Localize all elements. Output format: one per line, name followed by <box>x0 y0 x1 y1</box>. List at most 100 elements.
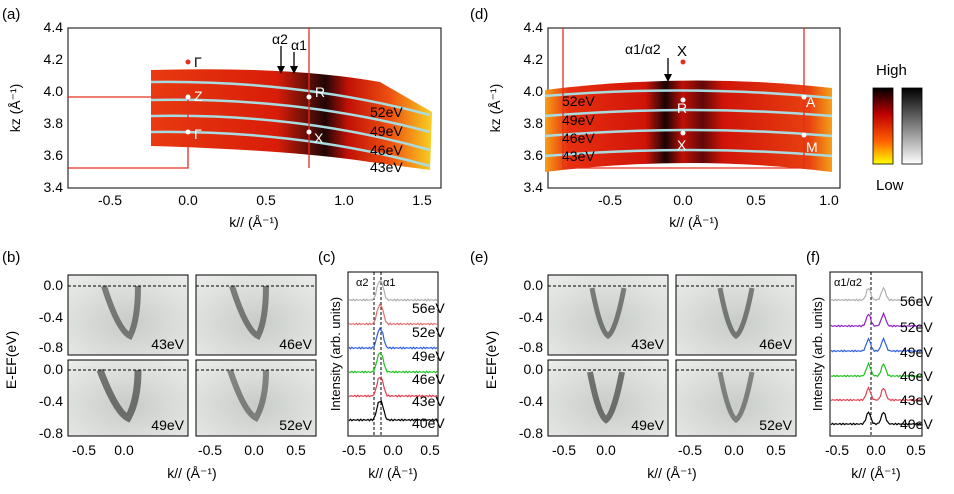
cut-line-46 <box>544 128 833 138</box>
ytick: 3.8 <box>524 115 544 131</box>
ytick: 3.6 <box>524 147 544 163</box>
ytick: 4.4 <box>44 19 64 35</box>
arpes-frame <box>195 359 317 437</box>
energy-e-46: 46eV <box>759 336 792 352</box>
arpes-frame <box>67 359 189 437</box>
label-x-top: X <box>677 43 687 60</box>
energy-f-52: 52eV <box>900 319 933 335</box>
point-r <box>306 94 312 100</box>
cut-line-49 <box>150 98 431 134</box>
mdc-curve-43eV <box>348 376 438 398</box>
panel-f-ylabel: Intensity (arb. units) <box>810 297 825 411</box>
colorbar-heat <box>872 87 894 165</box>
panel-f-label: (f) <box>806 249 820 266</box>
xtick: -0.5 <box>678 442 702 458</box>
energy-f-43: 43eV <box>900 392 933 408</box>
xtick: 0.0 <box>724 442 744 458</box>
mdc-curve-52eV <box>830 311 922 328</box>
point-z <box>185 94 191 100</box>
ytick: 0.0 <box>44 361 64 377</box>
band-dispersion <box>587 371 625 424</box>
ytick: -0.8 <box>39 339 63 355</box>
panel-f-axes <box>829 271 923 437</box>
ytick: 3.8 <box>44 115 64 131</box>
ytick: 3.4 <box>524 179 544 195</box>
xtick: 0.5 <box>286 442 306 458</box>
marker-alpha1: α1 <box>291 37 307 53</box>
arrowhead-alpha12 <box>664 74 672 82</box>
energy-a-52: 52eV <box>370 104 403 120</box>
ytick: -0.4 <box>519 393 543 409</box>
arpes-frame <box>67 274 189 356</box>
ytick: 4.0 <box>524 83 544 99</box>
band-dispersion <box>227 369 269 422</box>
energy-d-52: 52eV <box>562 93 595 109</box>
ytick: 4.4 <box>524 19 544 35</box>
arpes-frame <box>675 274 797 356</box>
xtick: 1.0 <box>334 192 354 208</box>
energy-f-46: 46eV <box>900 368 933 384</box>
energy-d-46: 46eV <box>562 130 595 146</box>
xtick: -0.5 <box>825 442 849 458</box>
xtick: 0.0 <box>244 442 264 458</box>
arpes-52: 52eV <box>195 359 317 437</box>
energy-e-49: 49eV <box>631 417 664 433</box>
xtick: 1.5 <box>412 192 432 208</box>
arpes-43: 43eV <box>67 274 189 356</box>
energy-f-40: 40eV <box>900 416 933 432</box>
colorbar-legend: High Low <box>872 62 923 194</box>
panel-d-label: (d) <box>470 6 488 23</box>
ytick: 4.2 <box>44 51 64 67</box>
xtick: -0.5 <box>72 442 96 458</box>
marker-alpha2: α2 <box>272 31 288 47</box>
panel-c: (c) α2 α1 56eV 52eV 49eV 46eV 43eV 40eV … <box>318 249 445 481</box>
panel-f-xlabel: k// (Å⁻¹) <box>851 465 900 481</box>
point-r <box>680 97 686 103</box>
cut-line-46 <box>150 114 431 152</box>
band-dispersion <box>229 285 269 341</box>
panel-b-label: (b) <box>2 249 20 266</box>
mdc-curve-46eV <box>830 361 922 378</box>
xtick: -0.5 <box>342 442 366 458</box>
mdc-curve-49eV <box>830 336 922 353</box>
arpes-frame <box>675 359 797 437</box>
panel-a-yticks: 3.4 3.6 3.8 4.0 4.2 4.4 <box>44 19 64 195</box>
label-r: R <box>677 100 687 116</box>
arpes-43: 43eV <box>547 274 669 356</box>
panel-a-ylabel: kz (Å⁻¹) <box>7 84 23 133</box>
ytick: -0.4 <box>39 309 63 325</box>
panel-c-curves <box>348 280 438 422</box>
energy-d-49: 49eV <box>562 112 595 128</box>
cut-line-52 <box>544 89 833 100</box>
point-x-top <box>680 59 686 65</box>
energy-c-40: 40eV <box>412 415 445 431</box>
mdc-curve-52eV <box>348 303 438 326</box>
energy-c-56: 56eV <box>412 300 445 316</box>
band-dispersion <box>101 285 141 341</box>
xtick: 0.0 <box>178 192 198 208</box>
band-dispersion <box>717 287 755 340</box>
point-a <box>801 94 807 100</box>
point-x <box>306 129 312 135</box>
xtick: 0.5 <box>746 192 766 208</box>
point-x-low <box>680 130 686 136</box>
cut-line-52 <box>150 80 431 117</box>
energy-d-43: 43eV <box>562 148 595 164</box>
ytick: 4.0 <box>44 83 64 99</box>
panel-b: (b) 43eV 46eV 49eV 52eV 0.0 -0.4 -0.8 <box>2 249 317 481</box>
label-z: Z <box>194 88 203 104</box>
xtick: 0.5 <box>906 442 926 458</box>
arpes-52: 52eV <box>675 359 797 437</box>
energy-a-46: 46eV <box>370 142 403 158</box>
point-gamma-low <box>185 129 191 135</box>
xtick: 0.0 <box>673 192 693 208</box>
panel-c-axes <box>347 271 439 437</box>
colorbar-gray <box>901 87 923 165</box>
xtick: -0.5 <box>598 192 622 208</box>
panel-d: (d) X R X A M α1/α2 52eV 49eV 46eV 43eV … <box>470 6 841 230</box>
cut-line-49 <box>544 108 833 118</box>
mdc-curve-49eV <box>348 327 438 350</box>
label-a: A <box>806 94 816 110</box>
arpes-46: 46eV <box>675 274 797 356</box>
mdc-curve-56eV <box>830 286 922 302</box>
